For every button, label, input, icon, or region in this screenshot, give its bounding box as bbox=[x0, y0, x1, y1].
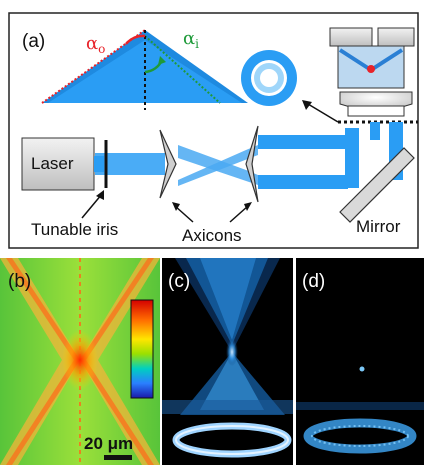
alpha-o-label: αo bbox=[86, 33, 105, 56]
panel-a: (a) αo αi bbox=[8, 12, 419, 249]
laser-label: Laser bbox=[31, 154, 74, 173]
mirror bbox=[339, 147, 415, 223]
panel-a-tag: (a) bbox=[22, 31, 45, 52]
axicon-left bbox=[159, 129, 177, 199]
laser-unit: Laser bbox=[21, 137, 108, 191]
axicon-right bbox=[245, 125, 259, 203]
beam-paths bbox=[95, 122, 403, 189]
plane-arrow bbox=[307, 103, 339, 123]
panel-d-tag: (d) bbox=[302, 271, 325, 292]
scale-bar bbox=[104, 455, 132, 460]
tunable-iris-label: Tunable iris bbox=[31, 220, 118, 239]
panel-c: (c) bbox=[162, 258, 293, 465]
focus-spot-d bbox=[359, 366, 365, 372]
axicons-label: Axicons bbox=[182, 226, 242, 245]
axicon-cross-section: αo αi bbox=[41, 28, 248, 110]
mirror-label: Mirror bbox=[356, 217, 401, 236]
ring-image-d bbox=[303, 418, 417, 454]
colorbar bbox=[130, 299, 154, 399]
alpha-i-label: αi bbox=[183, 28, 199, 51]
panel-b: (b) 20 μm bbox=[0, 258, 160, 465]
ring-profile bbox=[241, 50, 297, 106]
alpha-o-arc bbox=[125, 34, 146, 45]
scale-bar-label: 20 μm bbox=[84, 434, 133, 453]
alpha-i-edge bbox=[144, 35, 221, 104]
objective-assembly bbox=[329, 27, 415, 117]
panel-b-tag: (b) bbox=[8, 271, 31, 292]
focus-point bbox=[367, 65, 375, 73]
panel-c-tag: (c) bbox=[168, 271, 190, 292]
panel-d: (d) bbox=[296, 258, 424, 465]
